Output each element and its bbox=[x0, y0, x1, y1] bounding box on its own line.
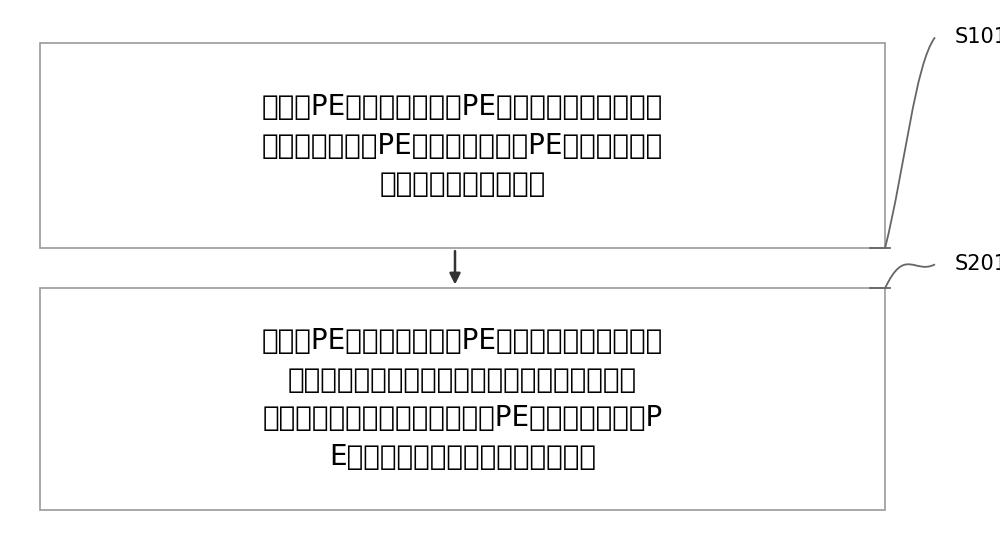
Text: E材质膜片和浓水流道布焊接在一起: E材质膜片和浓水流道布焊接在一起 bbox=[329, 443, 596, 471]
Text: 对应的边角处分别设置焊接区域，在该焊接区域: 对应的边角处分别设置焊接区域，在该焊接区域 bbox=[288, 366, 637, 394]
Text: 在第一PE材质膜片和第二PE材质膜片之间夹设浓水: 在第一PE材质膜片和第二PE材质膜片之间夹设浓水 bbox=[262, 93, 663, 121]
FancyBboxPatch shape bbox=[40, 288, 885, 510]
Text: S101: S101 bbox=[955, 27, 1000, 48]
Text: 在第一PE材质膜片和第二PE材质膜片的至少两个相: 在第一PE材质膜片和第二PE材质膜片的至少两个相 bbox=[262, 327, 663, 356]
Text: 流道布，在第一PE材质膜片或第二PE材质膜片的外: 流道布，在第一PE材质膜片或第二PE材质膜片的外 bbox=[262, 131, 663, 160]
Text: S201: S201 bbox=[955, 254, 1000, 274]
Text: ，通过焊接将纯水流道布、第一PE材质膜片、第二P: ，通过焊接将纯水流道布、第一PE材质膜片、第二P bbox=[262, 404, 663, 433]
Text: 侧表面放置纯水流道布: 侧表面放置纯水流道布 bbox=[379, 170, 546, 198]
FancyBboxPatch shape bbox=[40, 43, 885, 248]
